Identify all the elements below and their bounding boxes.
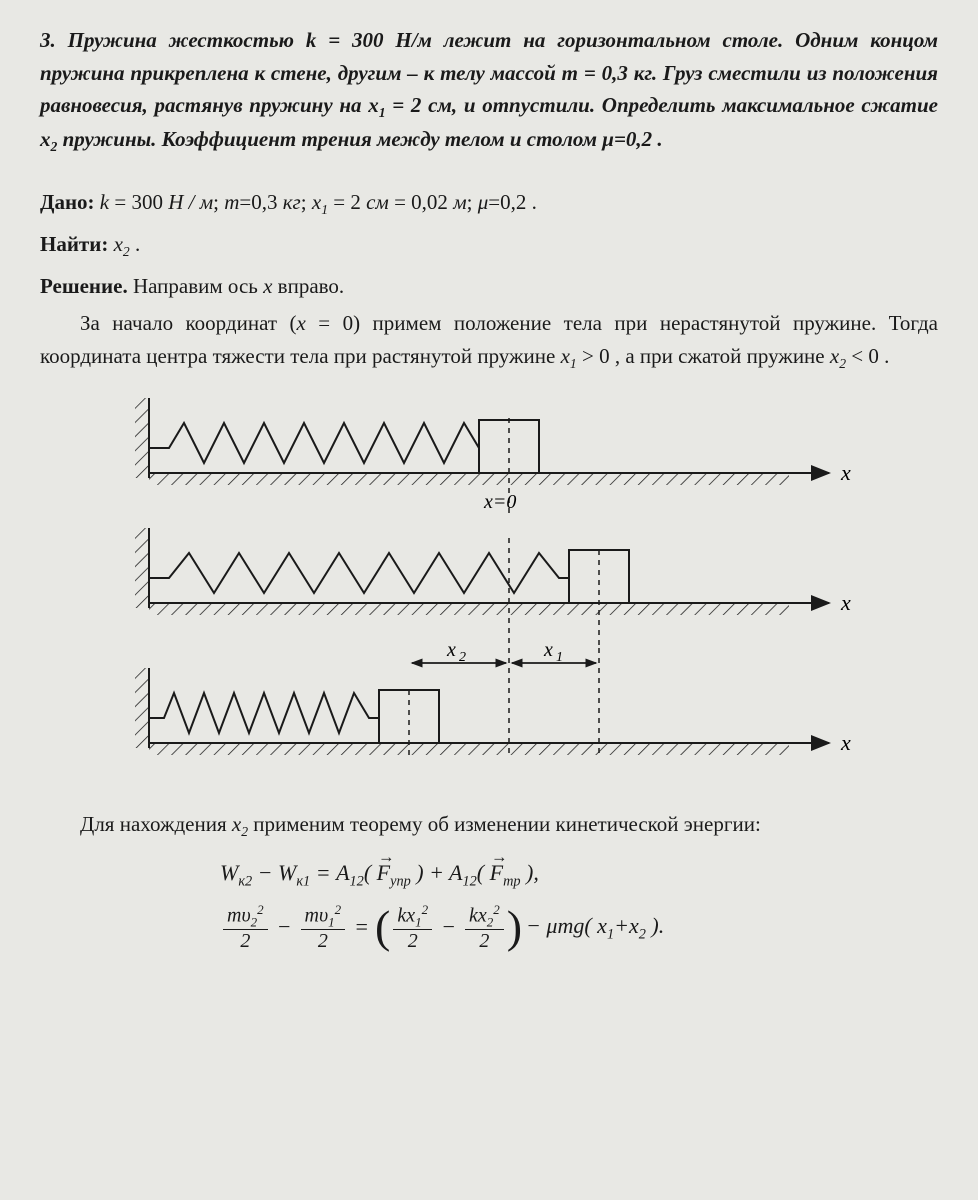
spring-diagram: x x=0 x (40, 378, 938, 808)
svg-text:x=0: x=0 (483, 491, 516, 513)
svg-text:1: 1 (556, 650, 563, 665)
equation-1: Wк2 − Wк1 = A12( Fупр ) + A12( Fmp ), (220, 856, 938, 893)
svg-text:x: x (840, 460, 851, 485)
svg-text:x: x (446, 639, 456, 661)
given-block: Дано: k = 300 Н / м; m=0,3 кг; x1 = 2 см… (40, 186, 938, 220)
equations-block: Wк2 − Wк1 = A12( Fупр ) + A12( Fmp ), mυ… (40, 856, 938, 951)
find-block: Найти: x2 . (40, 228, 938, 262)
given-content: k = 300 Н / м; m=0,3 кг; x1 = 2 см = 0,0… (100, 190, 537, 214)
problem-text: Пружина жесткостью k = 300 Н/м лежит на … (40, 28, 938, 151)
svg-text:2: 2 (459, 650, 466, 665)
problem-number: 3. (40, 28, 56, 52)
solution-line-2: За начало координат (x = 0) примем полож… (40, 307, 938, 374)
find-content: x2 . (114, 232, 141, 256)
solution-line-1: Решение. Направим ось x вправо. (40, 270, 938, 303)
svg-text:x: x (840, 730, 851, 755)
solution-after-diagram: Для нахождения x2 применим теорему об из… (40, 808, 938, 842)
diagram-svg: x x=0 x (109, 388, 869, 798)
find-label: Найти: (40, 232, 108, 256)
svg-text:x: x (840, 590, 851, 615)
solution-line-1-text: Направим ось x вправо. (133, 274, 344, 298)
solution-label: Решение. (40, 274, 128, 298)
given-label: Дано: (40, 190, 95, 214)
svg-text:x: x (543, 639, 553, 661)
problem-statement: 3. Пружина жесткостью k = 300 Н/м лежит … (40, 24, 938, 158)
equation-2: mυ222 − mυ122 = ( kx122 − kx222 ) − μmg(… (220, 903, 938, 952)
